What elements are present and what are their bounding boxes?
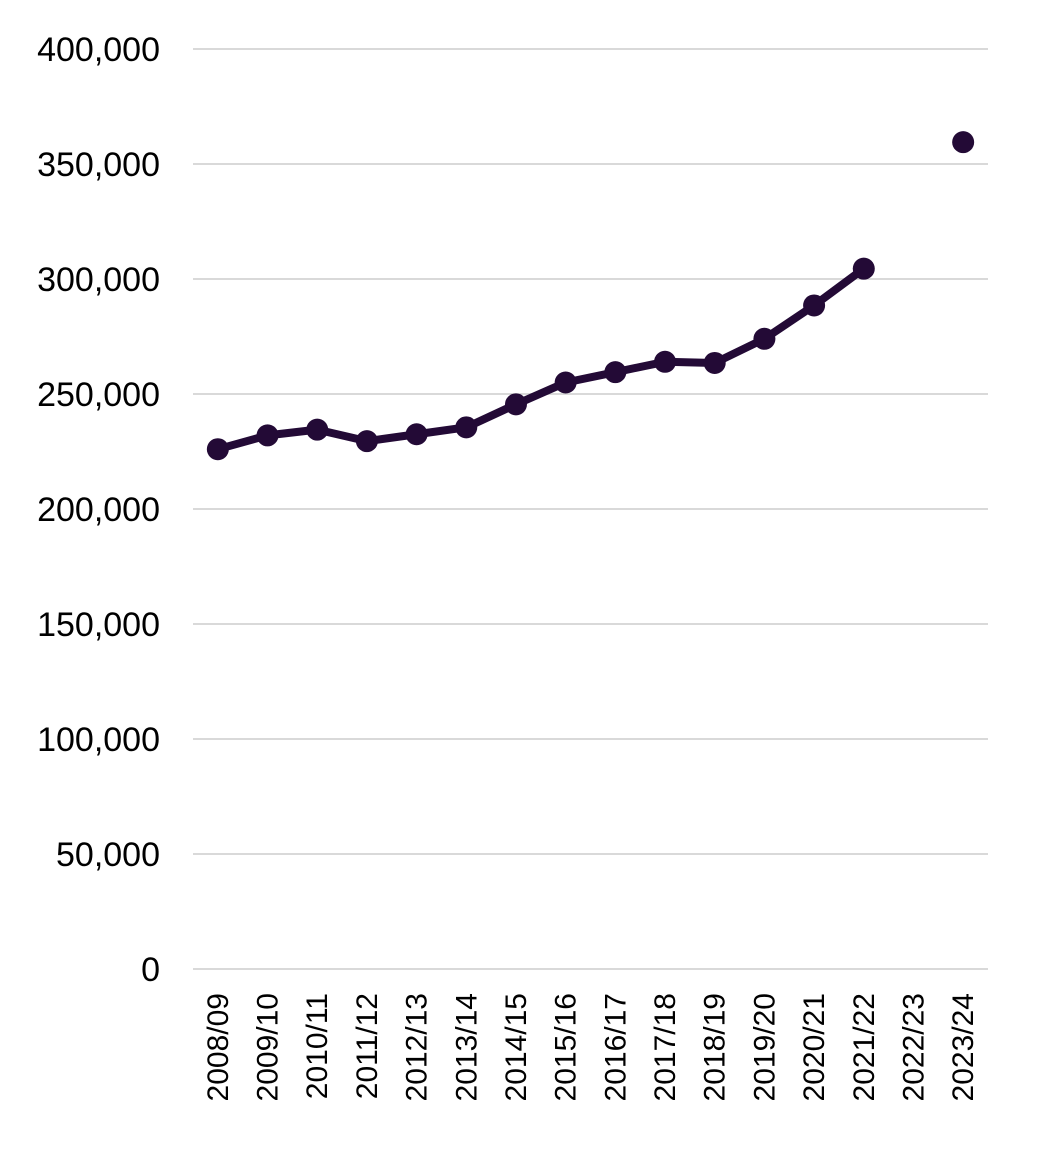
y-tick-label: 250,000: [37, 376, 160, 414]
x-tick-label: 2018/19: [699, 993, 732, 1101]
x-tick-label: 2023/24: [947, 993, 980, 1101]
x-tick-label: 2020/21: [798, 993, 831, 1101]
data-point: [554, 371, 577, 394]
data-point: [206, 438, 229, 461]
y-axis-tick-labels: 0 50,000 100,000 150,000 200,000 250,000 300,0…: [37, 31, 160, 989]
x-tick-label: 2021/22: [848, 993, 881, 1101]
x-tick-label: 2011/12: [351, 993, 384, 1099]
x-tick-label: 2012/13: [401, 993, 434, 1101]
y-tick-label: 350,000: [37, 146, 160, 184]
x-tick-label: 2008/09: [202, 993, 235, 1101]
x-tick-label: 2022/23: [897, 993, 930, 1101]
data-point: [604, 361, 627, 384]
data-point: [952, 131, 975, 154]
data-point: [504, 393, 527, 416]
x-tick-label: 2017/18: [649, 993, 682, 1101]
data-point: [405, 423, 428, 446]
x-tick-label: 2015/16: [550, 993, 583, 1101]
y-tick-label: 0: [141, 951, 160, 989]
data-point: [256, 424, 279, 447]
y-tick-label: 400,000: [37, 31, 160, 69]
data-point: [355, 430, 378, 453]
data-point: [455, 416, 478, 439]
data-point: [753, 327, 776, 350]
y-tick-label: 50,000: [56, 836, 160, 874]
y-tick-label: 150,000: [37, 606, 160, 644]
x-tick-label: 2019/20: [748, 993, 781, 1101]
x-tick-label: 2016/17: [599, 993, 632, 1101]
x-axis-tick-labels: 2008/09 2009/10 2010/11 2011/12 2012/13 2013/…: [202, 993, 980, 1101]
x-tick-label: 2013/14: [450, 993, 483, 1101]
x-tick-label: 2010/11: [301, 993, 334, 1099]
data-point: [306, 418, 329, 441]
data-point: [852, 257, 875, 280]
gridlines: [193, 48, 988, 970]
x-tick-label: 2009/10: [252, 993, 285, 1101]
data-point: [703, 351, 726, 374]
y-tick-label: 300,000: [37, 261, 160, 299]
data-point: [654, 350, 677, 373]
data-point: [803, 294, 826, 317]
y-tick-label: 100,000: [37, 721, 160, 759]
y-tick-label: 200,000: [37, 491, 160, 529]
x-tick-label: 2014/15: [500, 993, 533, 1101]
data-points: [206, 131, 975, 461]
